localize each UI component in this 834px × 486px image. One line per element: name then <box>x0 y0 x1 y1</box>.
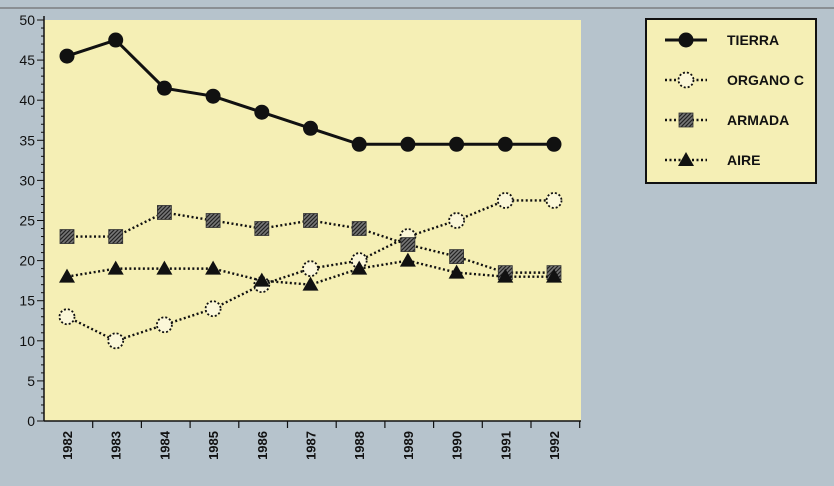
x-tick-label: 1985 <box>206 431 221 460</box>
x-tick-label: 1991 <box>498 431 513 460</box>
data-point <box>254 104 270 120</box>
data-point <box>59 229 75 244</box>
x-tick-label: 1990 <box>450 431 465 460</box>
data-point <box>449 136 465 152</box>
legend: TIERRA ORGANO C ARMADA AIRE <box>645 18 817 184</box>
series-aire <box>59 252 562 291</box>
data-point <box>156 80 172 96</box>
data-point <box>350 252 368 270</box>
data-point <box>497 136 513 152</box>
data-point <box>156 260 173 275</box>
y-tick-label: 35 <box>19 132 35 148</box>
series-layer <box>58 32 563 350</box>
series-organo-c <box>58 192 563 350</box>
data-point <box>254 221 270 236</box>
data-point <box>303 120 318 136</box>
data-point <box>351 136 367 152</box>
legend-label: AIRE <box>727 152 760 168</box>
x-tick-label: 1982 <box>60 431 75 460</box>
data-point <box>546 268 562 283</box>
legend-marker <box>678 112 694 128</box>
data-point <box>205 260 222 275</box>
data-point <box>59 48 75 64</box>
data-point <box>302 276 319 291</box>
data-point <box>303 213 318 228</box>
y-tick-label: 45 <box>19 52 35 68</box>
x-tick-label: 1989 <box>401 431 416 460</box>
y-tick-label: 30 <box>19 172 35 188</box>
data-point <box>205 213 221 228</box>
y-tick-label: 0 <box>27 413 35 429</box>
x-tick-label: 1986 <box>255 431 270 460</box>
legend-label: ORGANO C <box>727 72 804 88</box>
legend-marker <box>678 32 694 48</box>
data-point <box>448 212 466 229</box>
data-point <box>58 308 76 326</box>
data-point <box>107 332 125 350</box>
data-point <box>496 192 514 209</box>
legend-marker <box>677 71 695 89</box>
series-tierra <box>59 32 562 152</box>
x-tick-label: 1983 <box>109 431 124 460</box>
axes: 0 5 10 15 20 25 30 35 40 45 50 1982 1983 1984 1985 1986… <box>19 12 581 460</box>
data-point <box>448 264 465 279</box>
y-tick-label: 20 <box>19 253 35 269</box>
data-point <box>253 272 270 287</box>
data-point <box>205 88 221 104</box>
x-tick-label: 1992 <box>547 431 562 460</box>
data-point <box>399 252 416 267</box>
data-point <box>302 260 319 278</box>
legend-entry: TIERRA <box>665 32 779 48</box>
y-tick-label: 25 <box>19 213 35 229</box>
legend-entry: AIRE <box>665 152 760 168</box>
data-point <box>400 136 416 152</box>
legend-label: TIERRA <box>727 32 779 48</box>
series-line <box>67 211 554 274</box>
x-tick-label: 1984 <box>157 430 172 460</box>
data-point <box>107 260 124 275</box>
y-tick-label: 10 <box>19 333 35 349</box>
data-point <box>156 205 172 220</box>
data-point <box>351 260 368 275</box>
data-point <box>108 32 124 48</box>
x-tick-label: 1987 <box>304 431 319 460</box>
x-tick-label: 1988 <box>352 431 367 460</box>
legend-label: ARMADA <box>727 112 789 128</box>
data-point <box>59 268 75 283</box>
y-tick-label: 50 <box>19 12 35 28</box>
data-point <box>400 237 416 252</box>
y-tick-label: 5 <box>27 373 35 389</box>
y-tick-label: 15 <box>19 293 35 309</box>
legend-box <box>645 18 817 184</box>
legend-entry: ORGANO C <box>665 71 804 89</box>
data-point <box>497 268 514 283</box>
data-point <box>545 192 563 209</box>
data-point <box>108 229 124 244</box>
y-tick-label: 40 <box>19 92 35 108</box>
legend-entry: ARMADA <box>665 112 789 128</box>
data-point <box>449 249 465 264</box>
data-point <box>204 300 222 318</box>
data-point <box>351 221 367 236</box>
data-point <box>155 316 173 334</box>
legend-marker <box>678 152 694 166</box>
data-point <box>546 136 562 152</box>
series-line <box>66 259 554 286</box>
